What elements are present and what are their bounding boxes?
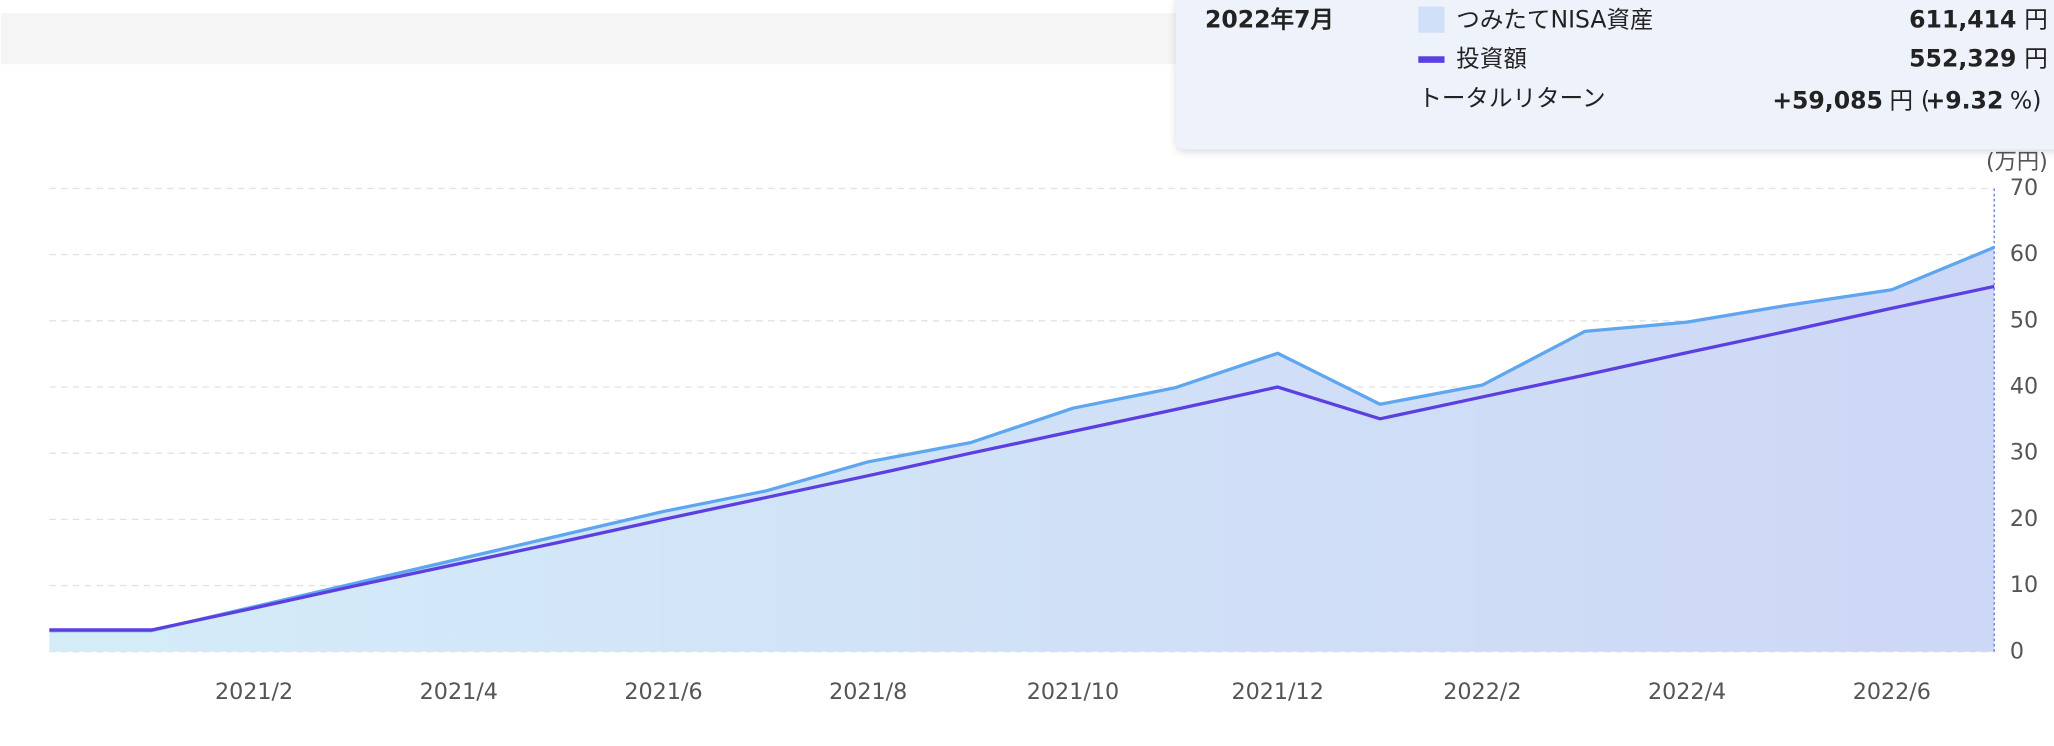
y-tick-label: 50 <box>2010 307 2038 333</box>
return-value: +59,085 <box>1772 87 1883 115</box>
tooltip-unit: 円 <box>2024 45 2048 73</box>
tooltip-value: 552,329 <box>1909 45 2016 73</box>
tooltip: 2022年7月 つみたてNISA資産 611,414 円 投資額 552,329… <box>1176 0 2054 150</box>
legend-swatch <box>1418 56 1445 63</box>
x-tick-label: 2021/10 <box>1027 679 1119 705</box>
legend-label: 投資額 <box>1456 45 1527 73</box>
y-tick-label: 10 <box>2010 572 2038 598</box>
x-tick-label: 2021/6 <box>624 679 702 705</box>
legend-label: つみたてNISA資産 <box>1456 5 1653 33</box>
x-tick-label: 2022/2 <box>1443 679 1521 705</box>
y-tick-label: 0 <box>2010 638 2024 664</box>
y-tick-label: 40 <box>2010 374 2038 400</box>
x-tick-label: 2022/6 <box>1853 679 1931 705</box>
series-line <box>49 284 1995 632</box>
area <box>49 247 1995 652</box>
legend-swatch <box>1418 6 1445 33</box>
tooltip-unit: 円 <box>2024 5 2048 33</box>
y-tick-label: 30 <box>2010 440 2038 466</box>
return-unit: 円 <box>1889 87 1913 115</box>
top-bar <box>0 13 1179 65</box>
plot: 0 10 20 30 40 50 60 70(万円) 2021/2 2021/4 2021/6 202… <box>49 149 2048 705</box>
y-unit: (万円) <box>1986 149 2048 175</box>
return-pct: +9.32 <box>1926 87 2004 115</box>
x-tick-label: 2021/4 <box>420 679 498 705</box>
series-line <box>49 245 1995 633</box>
x-tick-label: 2021/8 <box>829 679 907 705</box>
return-label: トータルリターン <box>1418 84 1605 112</box>
return-close: %) <box>2010 87 2042 115</box>
x-tick-label: 2021/2 <box>215 679 293 705</box>
x-tick-label: 2021/12 <box>1231 679 1323 705</box>
y-tick-label: 60 <box>2010 241 2038 267</box>
y-tick-label: 20 <box>2010 506 2038 532</box>
x-tick-label: 2022/4 <box>1648 679 1726 705</box>
return-open: ( <box>1921 87 1930 115</box>
y-tick-label: 70 <box>2010 175 2038 201</box>
tooltip-date: 2022年7月 <box>1205 5 1334 33</box>
tooltip-value: 611,414 <box>1909 5 2016 33</box>
tooltip-box <box>1176 0 2054 150</box>
